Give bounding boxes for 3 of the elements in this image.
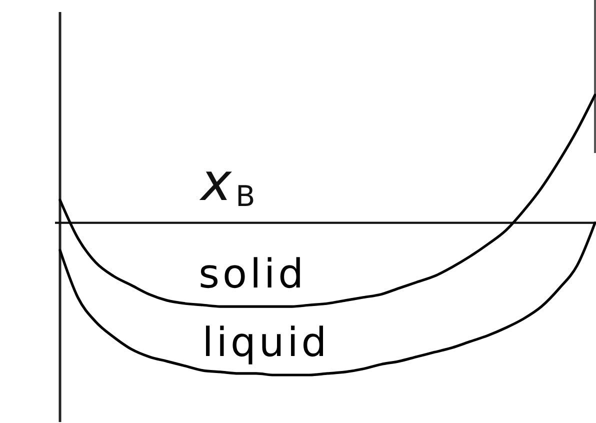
- x-axis-title: x$_{B}$: [198, 153, 256, 214]
- series-label: liquid: [202, 320, 330, 366]
- series-label: solid: [198, 252, 307, 298]
